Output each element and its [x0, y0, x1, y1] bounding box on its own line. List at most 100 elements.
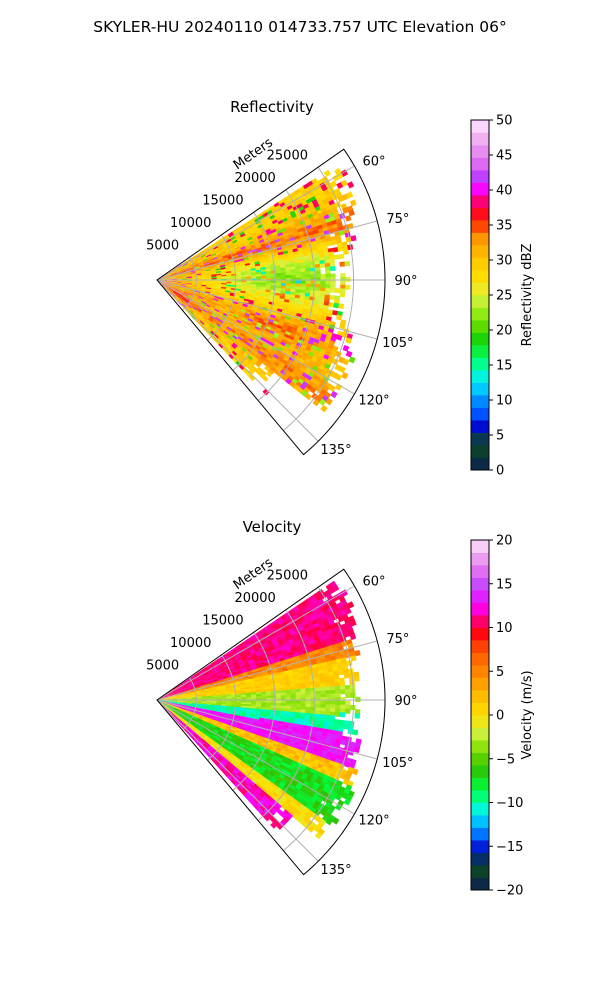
radar-gate	[170, 272, 176, 275]
radar-gate	[231, 249, 237, 254]
radar-gate	[214, 293, 221, 297]
radar-gate	[227, 241, 234, 246]
radar-gate	[218, 297, 225, 301]
radar-gate	[166, 281, 172, 284]
radar-gate	[232, 230, 239, 236]
radar-gate	[258, 214, 265, 221]
radar-gate	[212, 300, 218, 305]
radar-gate	[205, 252, 212, 257]
radar-gate	[166, 277, 173, 279]
radar-gate	[201, 255, 207, 259]
radar-gate	[224, 235, 231, 241]
radar-gate	[213, 297, 219, 301]
radar-gate	[274, 224, 281, 230]
radar-gate	[277, 322, 284, 328]
radar-gate	[166, 277, 173, 279]
radar-gate	[192, 259, 198, 263]
radar-gate	[174, 268, 180, 272]
radar-gate	[161, 278, 168, 280]
radar-gate	[258, 239, 265, 244]
radar-gate	[345, 692, 351, 698]
radar-gate	[186, 285, 192, 287]
radar-gate	[215, 251, 222, 255]
radar-gate	[181, 276, 187, 278]
colorbar-swatch	[471, 182, 489, 196]
radar-gate	[320, 287, 326, 293]
radar-gate	[241, 307, 247, 312]
colorbar-swatch	[471, 370, 489, 383]
radar-gate	[190, 286, 197, 289]
radar-gate	[170, 272, 176, 276]
radar-gate	[237, 227, 244, 233]
radar-gate	[220, 250, 227, 255]
radar-gate	[201, 256, 208, 260]
radar-gate	[246, 276, 252, 280]
radar-gate	[257, 234, 264, 240]
radar-gate	[232, 241, 239, 246]
radar-gate	[296, 191, 304, 198]
radar-gate	[161, 278, 168, 280]
colorbar-swatch	[471, 195, 489, 208]
radar-gate	[211, 243, 218, 248]
radar-gate	[340, 689, 346, 695]
radar-gate	[232, 252, 238, 257]
radar-gate	[213, 298, 219, 302]
radar-gate	[229, 246, 236, 251]
radar-gate	[250, 232, 257, 238]
radar-gate	[241, 276, 247, 280]
radar-gate	[190, 256, 196, 261]
radar-gate	[219, 263, 226, 267]
radar-gate	[336, 314, 343, 321]
radar-gate	[176, 273, 182, 276]
radar-gate	[199, 251, 205, 256]
radar-gate	[324, 262, 331, 268]
radar-gate	[249, 242, 256, 247]
radar-gate	[198, 250, 204, 255]
radar-gate	[210, 291, 216, 295]
radar-gate	[320, 273, 326, 279]
radar-gate	[290, 269, 296, 274]
radar-gate	[221, 253, 228, 257]
radar-gate	[171, 281, 178, 283]
radar-gate	[344, 708, 351, 714]
radar-gate	[184, 266, 190, 269]
radar-gate	[286, 193, 293, 201]
colorbar-tick-label: 0	[496, 464, 504, 479]
radar-gate	[217, 299, 224, 304]
radar-gate	[216, 240, 222, 246]
radar-gate	[280, 272, 287, 277]
radar-gate	[185, 268, 191, 272]
radar-gate	[255, 245, 262, 250]
radar-gate	[181, 273, 187, 276]
radar-gate	[184, 265, 190, 269]
radar-gate	[275, 214, 282, 221]
radar-gate	[170, 285, 176, 288]
radar-gate	[236, 251, 243, 256]
panel-title: Reflectivity	[230, 98, 314, 116]
radar-gate	[171, 277, 178, 279]
radar-gate	[186, 281, 192, 284]
radar-gate	[219, 247, 226, 252]
radar-gate	[264, 226, 271, 232]
radar-gate	[239, 311, 246, 316]
radar-gate	[161, 278, 168, 280]
panel-title: Velocity	[243, 518, 302, 536]
radar-gate	[276, 324, 283, 330]
radar-gate	[305, 271, 311, 276]
radar-gate	[161, 281, 167, 284]
radar-gate	[330, 284, 336, 290]
radar-gate	[166, 278, 173, 280]
radar-gate	[257, 223, 264, 229]
radar-gate	[295, 268, 301, 273]
radar-gate	[204, 263, 210, 267]
radar-gate	[314, 263, 321, 269]
radar-gate	[252, 302, 259, 307]
radar-gate	[266, 209, 274, 216]
radar-gate	[340, 273, 346, 279]
radar-gate	[325, 280, 331, 286]
radar-gate	[215, 265, 221, 269]
radar-gate	[201, 278, 207, 280]
radar-gate	[254, 240, 261, 246]
radar-gate	[256, 308, 263, 313]
radar-gate	[185, 289, 191, 292]
